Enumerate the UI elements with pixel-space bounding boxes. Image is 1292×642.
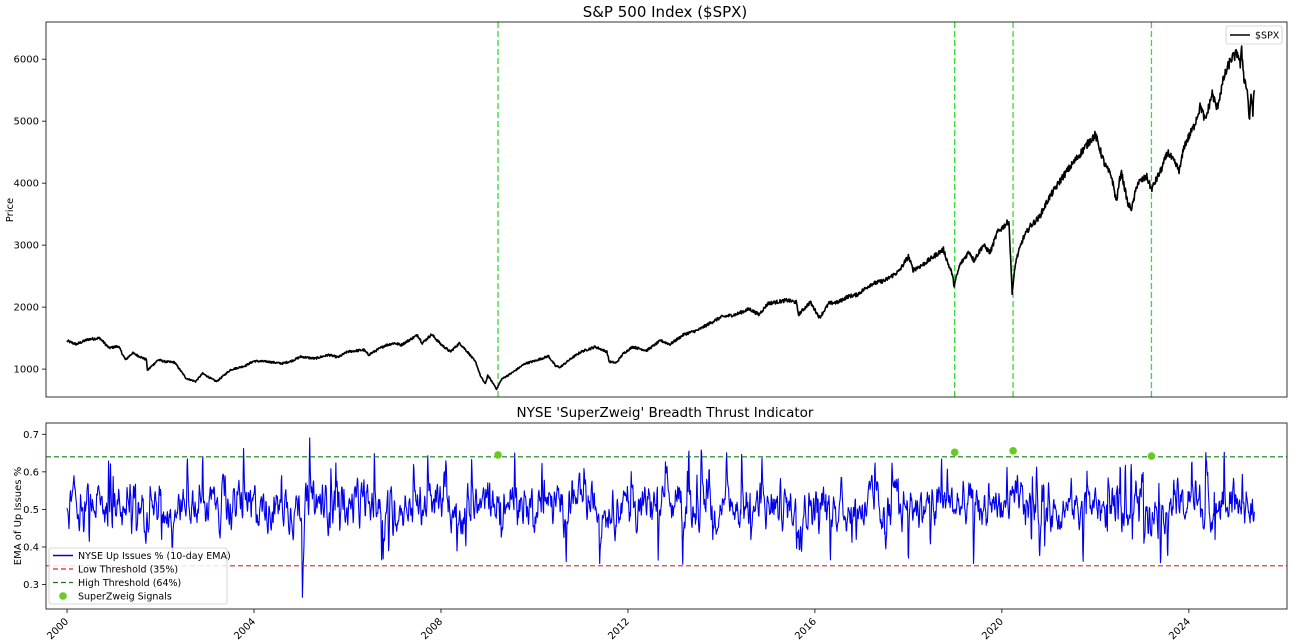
legend-label-signals: SuperZweig Signals bbox=[78, 592, 172, 603]
ema-up-issues-line bbox=[66, 437, 1255, 598]
superzweig-signal-marker bbox=[494, 451, 502, 459]
price-y-tick-label: 4000 bbox=[14, 179, 39, 190]
breadth-y-tick-label: 0.7 bbox=[23, 430, 39, 441]
superzweig-signal-marker bbox=[1147, 452, 1156, 460]
price-y-tick-label: 2000 bbox=[14, 303, 39, 314]
price-y-tick-label: 1000 bbox=[14, 365, 39, 376]
price-y-axis-label: Price bbox=[5, 198, 16, 222]
legend-label-ema: NYSE Up Issues % (10-day EMA) bbox=[78, 551, 231, 562]
breadth-y-tick-label: 0.5 bbox=[23, 505, 39, 516]
spx-price-line bbox=[66, 45, 1256, 391]
price-plot-frame bbox=[45, 21, 1288, 398]
breadth-chart-title: NYSE 'SuperZweig' Breadth Thrust Indicat… bbox=[517, 405, 814, 421]
legend-label-high: High Threshold (64%) bbox=[78, 578, 181, 589]
price-legend-label: $SPX bbox=[1255, 31, 1280, 42]
breadth-y-tick-label: 0.4 bbox=[23, 543, 39, 554]
price-legend-box bbox=[1225, 25, 1283, 45]
price-y-tick-label: 5000 bbox=[14, 117, 39, 128]
superzweig-signal-marker bbox=[1009, 447, 1017, 455]
superzweig-signal-marker bbox=[950, 448, 959, 457]
price-y-tick-label: 6000 bbox=[14, 55, 39, 66]
breadth-legend-box bbox=[48, 547, 228, 605]
price-y-tick-label: 3000 bbox=[14, 241, 39, 252]
breadth-legend: NYSE Up Issues % (10-day EMA) Low Thresh… bbox=[48, 547, 231, 605]
breadth-plot-frame bbox=[45, 422, 1288, 610]
breadth-panel: NYSE 'SuperZweig' Breadth Thrust Indicat… bbox=[13, 405, 1288, 642]
signal-markers bbox=[494, 447, 1156, 460]
price-y-ticks: 1000 2000 3000 4000 5000 6000 bbox=[14, 55, 46, 376]
breadth-y-axis-label: EMA of Up Issues % bbox=[13, 467, 24, 565]
breadth-y-ticks: 0.3 0.4 0.5 0.6 0.7 bbox=[23, 430, 46, 591]
breadth-y-tick-label: 0.3 bbox=[23, 580, 39, 591]
price-panel: S&P 500 Index ($SPX) Price 1000 2000 3000 4… bbox=[5, 3, 1288, 398]
legend-label-low: Low Threshold (35%) bbox=[78, 565, 178, 576]
legend-swatch-signals bbox=[59, 592, 67, 600]
price-legend: $SPX bbox=[1225, 25, 1283, 45]
price-chart-title: S&P 500 Index ($SPX) bbox=[583, 3, 748, 21]
breadth-y-tick-label: 0.6 bbox=[23, 467, 39, 478]
